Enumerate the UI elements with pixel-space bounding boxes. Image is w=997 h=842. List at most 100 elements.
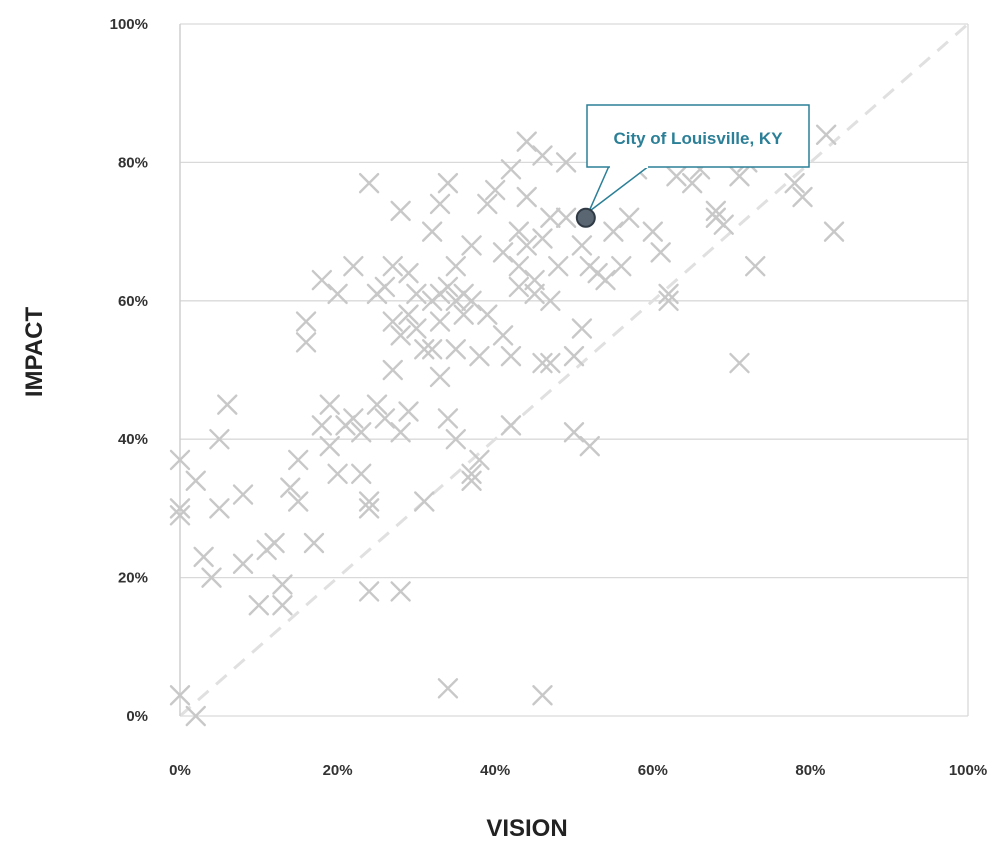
- scatter-point: [209, 429, 230, 450]
- scatter-point: [445, 429, 466, 450]
- scatter-point: [603, 221, 624, 242]
- x-tick-label: 40%: [480, 762, 510, 779]
- scatter-point: [508, 221, 530, 242]
- callout-box: [586, 104, 810, 168]
- scatter-point: [343, 408, 364, 429]
- scatter-point: [485, 179, 506, 201]
- scatter-point: [437, 276, 459, 298]
- scatter-point: [516, 131, 537, 152]
- scatter-point: [319, 394, 340, 415]
- scatter-point: [682, 172, 703, 194]
- scatter-point: [492, 242, 514, 263]
- gridlines: [180, 23, 969, 717]
- callout-label: City of Louisville, KY: [613, 129, 783, 148]
- scatter-point: [823, 221, 845, 242]
- scatter-point: [319, 435, 340, 457]
- scatter-point: [209, 498, 230, 519]
- x-tick-label: 100%: [949, 762, 987, 779]
- scatter-point: [272, 595, 293, 616]
- scatter-point: [366, 394, 388, 415]
- scatter-point: [477, 193, 498, 215]
- scatter-point: [579, 435, 600, 457]
- scatter-point: [508, 276, 530, 298]
- scatter-point: [421, 221, 443, 242]
- scatter-point: [437, 678, 459, 699]
- scatter-point: [374, 276, 396, 298]
- scatter-point: [745, 256, 766, 277]
- scatter-point: [327, 283, 348, 305]
- scatter-point: [406, 283, 427, 305]
- scatter-point: [492, 325, 514, 346]
- x-tick-label: 20%: [323, 762, 353, 779]
- scatter-point: [406, 318, 427, 339]
- scatter-point: [815, 124, 837, 145]
- y-tick-label: 20%: [118, 570, 148, 587]
- scatter-point: [784, 172, 805, 194]
- scatter-point: [516, 186, 537, 208]
- scatter-point: [358, 172, 380, 194]
- scatter-point: [414, 339, 435, 360]
- y-tick-label: 80%: [118, 154, 148, 171]
- scatter-point: [571, 235, 593, 256]
- scatter-point: [705, 200, 727, 222]
- scatter-point: [201, 567, 222, 588]
- scatter-point: [280, 477, 301, 498]
- scatter-point: [540, 207, 561, 228]
- scatter-point: [516, 235, 537, 256]
- scatter-point: [532, 685, 553, 706]
- x-axis-label: VISION: [486, 815, 567, 842]
- tick-labels: 0% 20% 40% 60% 80% 100% 0% 20% 40% 60% 80% 100%: [110, 16, 988, 779]
- scatter-point: [571, 318, 593, 339]
- scatter-point: [343, 256, 364, 277]
- scatter-point: [169, 505, 191, 526]
- scatter-point: [595, 269, 616, 291]
- scatter-point: [792, 186, 813, 208]
- scatter-point: [563, 422, 585, 443]
- x-tick-label: 0%: [169, 762, 191, 779]
- y-tick-label: 60%: [118, 293, 148, 310]
- scatter-point: [429, 193, 451, 215]
- scatter-point: [288, 491, 309, 512]
- scatter-point: [453, 304, 474, 325]
- scatter-point: [445, 339, 466, 360]
- scatter-point: [232, 484, 254, 505]
- scatter-point: [169, 685, 191, 706]
- scatter-point: [477, 304, 498, 325]
- scatter-point: [351, 463, 372, 484]
- scatter-point: [658, 290, 679, 311]
- scatter-point: [169, 449, 191, 471]
- x-tick-label: 60%: [638, 762, 668, 779]
- scatter-point: [555, 152, 577, 173]
- y-tick-label: 0%: [126, 708, 148, 725]
- scatter-point: [382, 359, 403, 381]
- scatter-point: [311, 415, 333, 436]
- scatter-point: [658, 283, 679, 305]
- scatter-point: [461, 463, 482, 484]
- highlight-callout: City of Louisville, KY: [586, 104, 810, 213]
- scatter-point: [358, 581, 380, 602]
- scatter-point: [729, 352, 750, 374]
- scatter-point: [295, 311, 317, 332]
- scatter-point: [540, 352, 561, 374]
- y-tick-label: 100%: [110, 16, 148, 33]
- scatter-point: [193, 546, 214, 568]
- scatter-point: [437, 172, 459, 194]
- scatter-point: [327, 463, 348, 484]
- scatter-point: [295, 332, 317, 353]
- scatter-point: [303, 532, 325, 554]
- scatter-point: [469, 345, 490, 367]
- scatter-point: [358, 491, 380, 512]
- reference-diagonal-line: [179, 22, 969, 718]
- scatter-point: [618, 207, 640, 228]
- scatter-point: [524, 283, 545, 305]
- scatter-point: [421, 339, 443, 360]
- scatter-point: [532, 145, 553, 166]
- scatter-point: [185, 470, 206, 491]
- scatter-point: [248, 595, 269, 616]
- scatter-point: [532, 352, 553, 374]
- scatter-point: [429, 311, 451, 332]
- scatter-point: [429, 366, 451, 388]
- data-points: [169, 124, 845, 727]
- scatter-point: [311, 269, 333, 291]
